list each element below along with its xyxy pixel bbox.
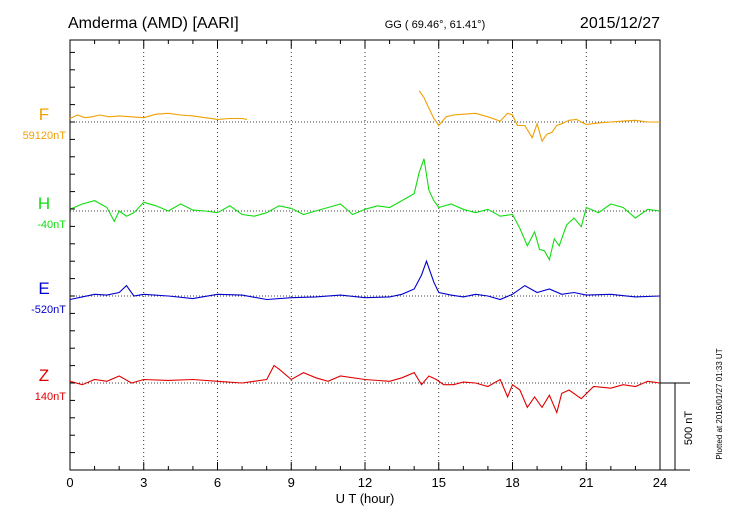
grid-lines [143, 40, 587, 470]
date-label: 2015/12/27 [580, 15, 660, 32]
x-axis-label: U T (hour) [336, 491, 395, 506]
series-name: F [39, 105, 49, 124]
x-tick-label: 21 [579, 475, 593, 490]
x-tick-label: 12 [358, 475, 372, 490]
series-name: E [38, 279, 49, 298]
x-tick-label: 15 [432, 475, 446, 490]
series-baseline-label: -520nT [31, 304, 66, 316]
scale-bar-label: 500 nT [683, 411, 695, 446]
x-tick-label: 6 [214, 475, 221, 490]
x-tick-label: 24 [653, 475, 667, 490]
x-tick-label: 9 [288, 475, 295, 490]
series-line-f [418, 90, 660, 143]
x-tick-label: 18 [505, 475, 519, 490]
x-tick-label: 0 [66, 475, 73, 490]
station-title: Amderma (AMD) [AARI] [68, 15, 239, 32]
axis-ticks: 0 3 6 9 12 15 18 21 24 [66, 40, 667, 490]
station-coords: GG ( 69.46°, 61.41°) [385, 19, 486, 31]
series-baseline-label: 140nT [35, 391, 66, 403]
plotted-note: Plotted at 2016/01/27 01:33 UT [715, 348, 724, 459]
series-name: H [38, 194, 50, 213]
series-name: Z [39, 366, 49, 385]
series-line-z [69, 364, 661, 415]
series-baseline-label: 59120nT [23, 130, 67, 142]
baselines [70, 121, 660, 384]
series-line-e [69, 259, 661, 301]
x-tick-label: 3 [140, 475, 147, 490]
series-baseline-label: -40nT [37, 219, 66, 231]
series-line-f [69, 112, 248, 120]
scale-bar: 500 nT [660, 382, 695, 471]
series-line-h [69, 158, 661, 262]
series-group [69, 90, 661, 415]
series-labels: F 59120nT H -40nT E -520nT Z 140nT [23, 105, 67, 403]
